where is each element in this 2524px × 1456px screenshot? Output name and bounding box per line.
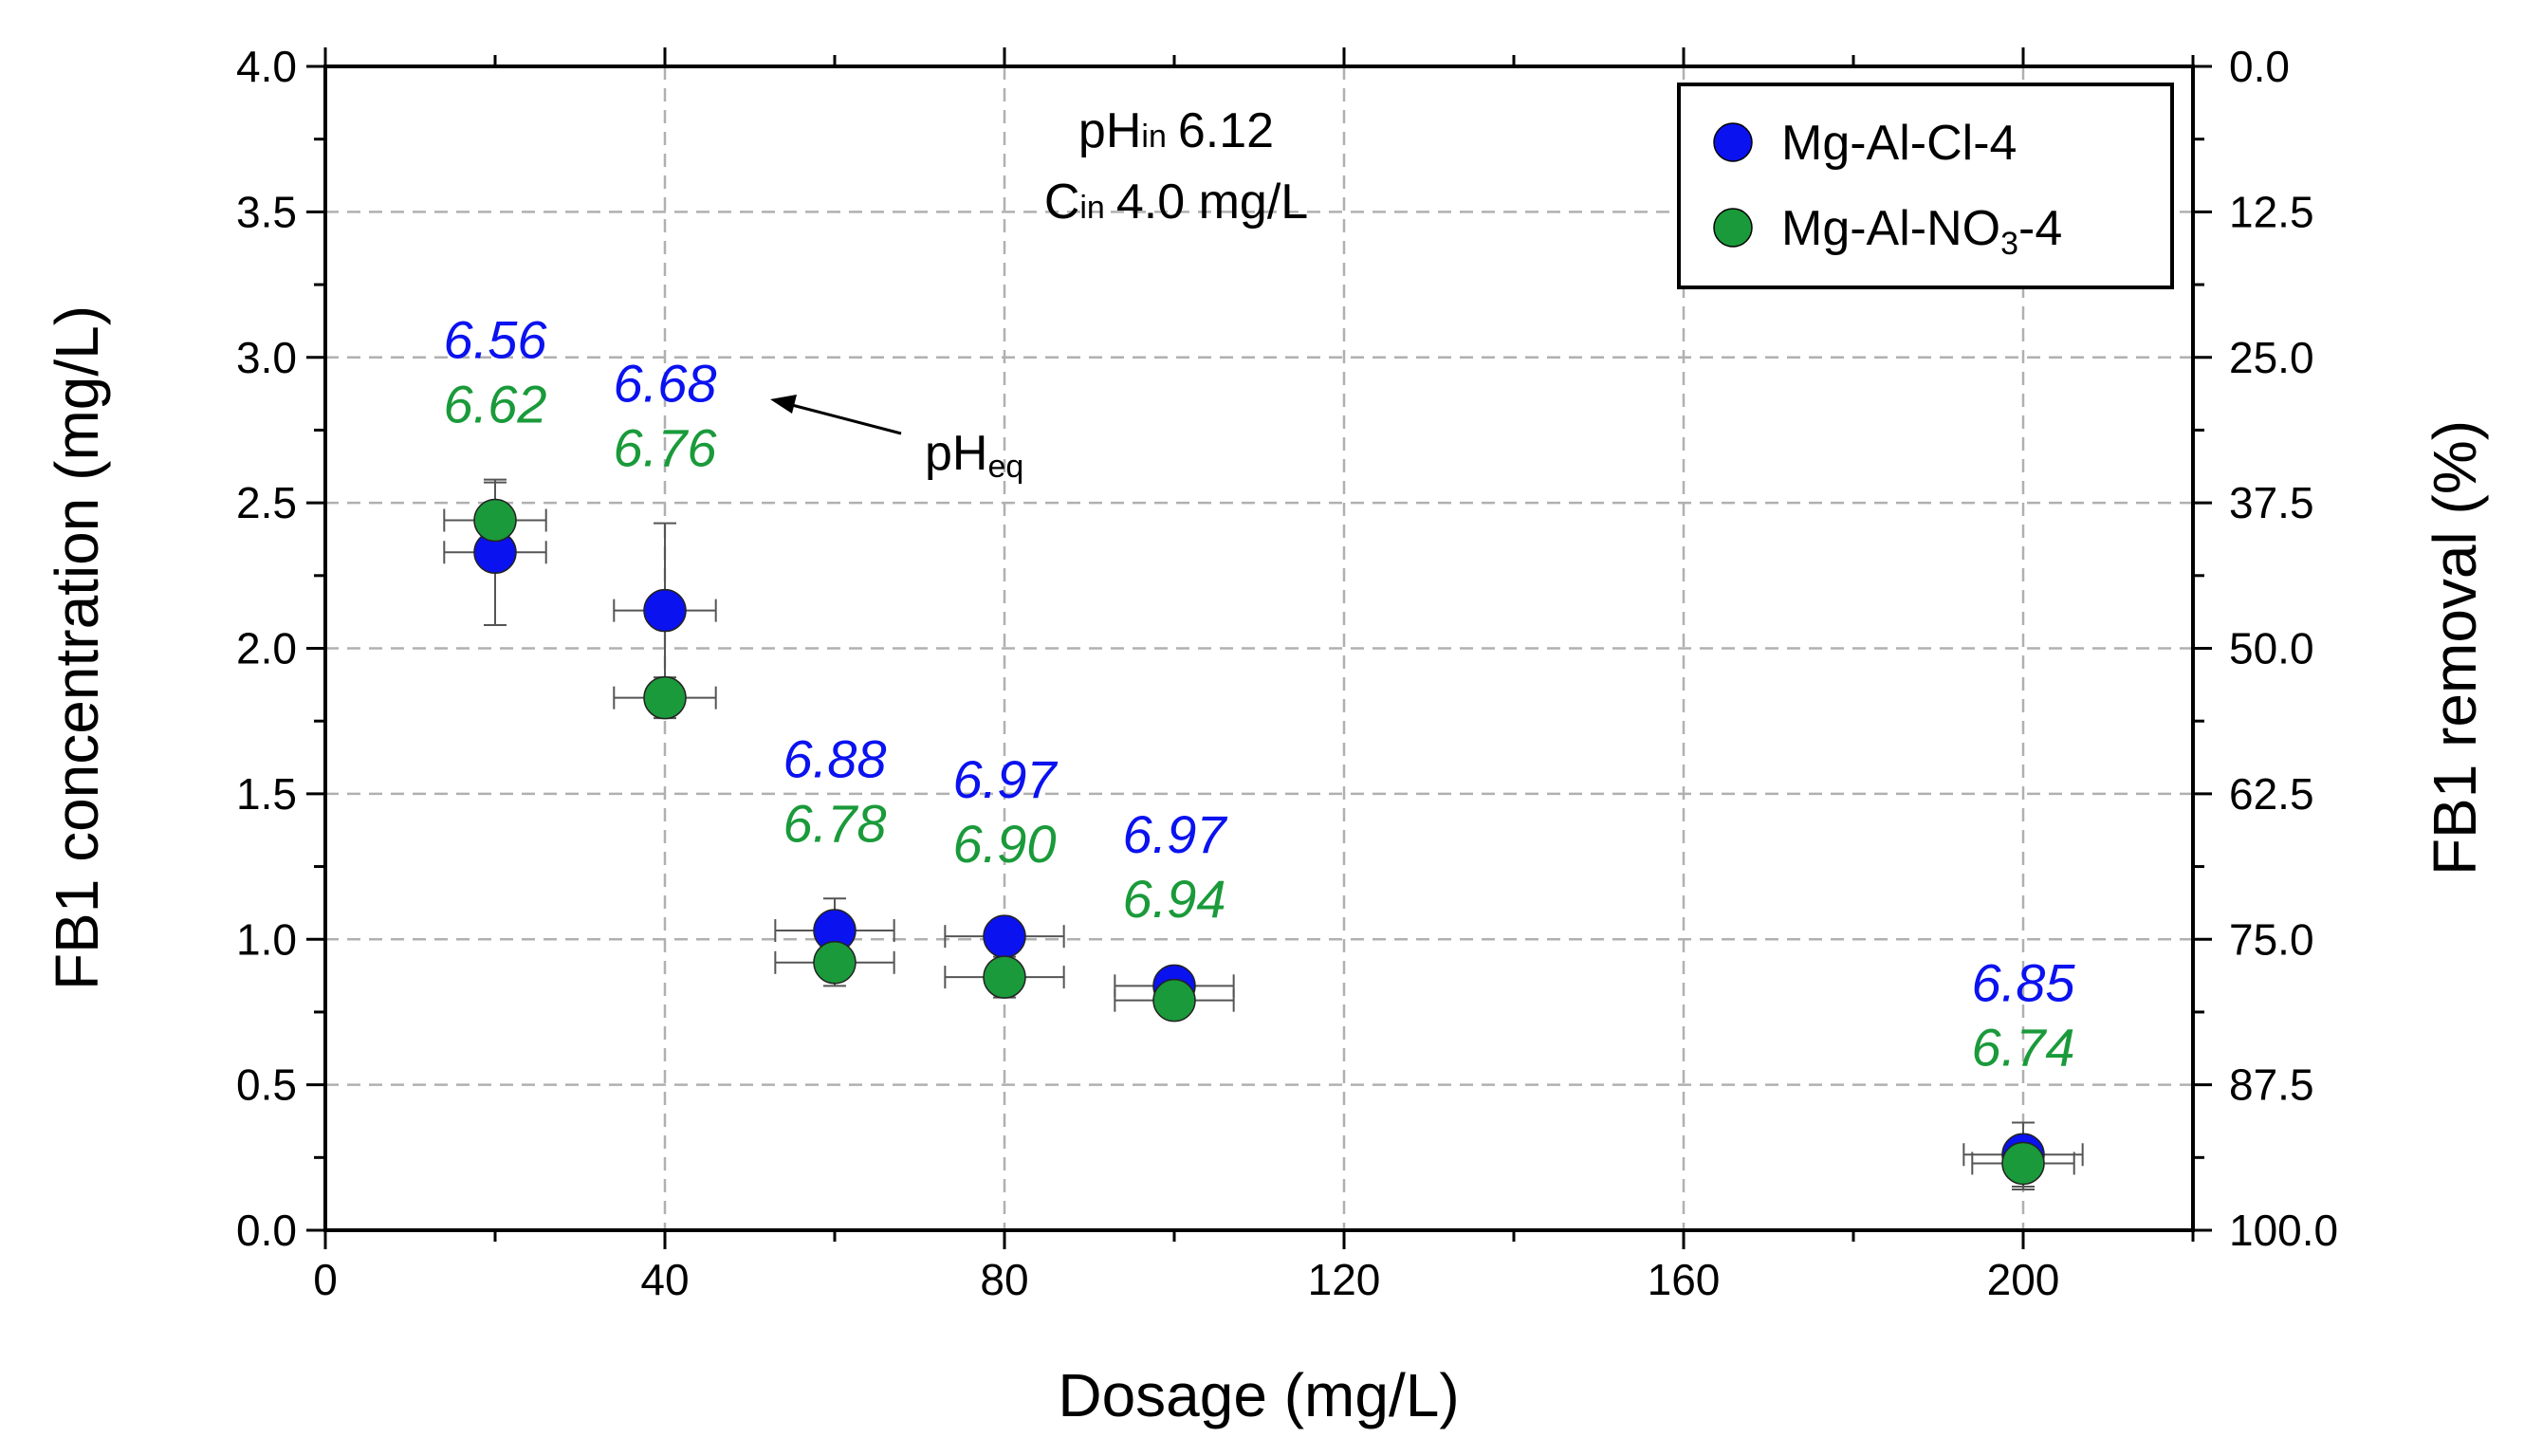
- ph-eq-label: 6.76: [614, 418, 718, 478]
- ph-eq-labels: 6.566.62 6.686.766.886.786.976.90 6.976.94…: [444, 310, 2076, 1078]
- data-point: [643, 675, 687, 720]
- ph-eq-label: 6.90: [953, 814, 1057, 874]
- y-tick-label: 2.0: [236, 624, 297, 673]
- y-tick-label: 0.5: [236, 1060, 297, 1110]
- data-point: [2001, 1141, 2045, 1186]
- legend-label-no3: Mg-Al-NO3-4: [1781, 201, 2062, 262]
- ph-in-annotation: pHin 6.12: [1078, 103, 1274, 158]
- ph-eq-annotation: pHeq: [925, 426, 1023, 485]
- y-tick-label: 4.0: [236, 42, 297, 91]
- ph-eq-arrow-line: [791, 403, 902, 435]
- x-tick-label: 120: [1308, 1255, 1381, 1304]
- ph-eq-label: 6.97: [1123, 804, 1228, 864]
- axis-ticks: [306, 47, 2212, 1249]
- y2-tick-label: 75.0: [2229, 914, 2314, 964]
- c-in-value: 4.0 mg/L: [1116, 175, 1308, 230]
- y2-tick-label: 25.0: [2229, 333, 2314, 382]
- ph-in-subscript: in: [1141, 119, 1166, 155]
- y-axis-title: FB1 concentration (mg/L): [43, 305, 111, 990]
- ph-eq-label: 6.74: [1972, 1018, 2075, 1078]
- x-tick-labels: 0 40 80 120 160 200: [313, 1255, 2059, 1304]
- error-bars: [443, 478, 2084, 1191]
- legend-marker-no3: [1713, 208, 1753, 248]
- legend-box: [1677, 83, 2174, 289]
- data-point: [643, 588, 687, 633]
- ph-eq-label: 6.88: [783, 728, 887, 788]
- legend-label-cl: Mg-Al-Cl-4: [1781, 116, 2017, 171]
- y2-axis-title: FB1 removal (%): [2421, 420, 2489, 875]
- y-tick-labels: 0.0 0.5 1.0 1.5 2.0 2.5 3.0 3.5 4.0: [236, 42, 297, 1255]
- data-points: [473, 498, 2045, 1186]
- data-point: [473, 498, 517, 543]
- ph-eq-label: 6.78: [783, 793, 887, 853]
- y-tick-label: 2.5: [236, 478, 297, 527]
- x-tick-label: 80: [980, 1255, 1028, 1304]
- data-point: [813, 941, 857, 985]
- data-point: [1152, 978, 1196, 1023]
- y-tick-label: 1.0: [236, 914, 297, 964]
- x-axis-title: Dosage (mg/L): [1058, 1361, 1459, 1429]
- ph-eq-subscript: eq: [987, 449, 1023, 485]
- ph-eq-label: 6.56: [444, 310, 548, 370]
- y-tick-label: 3.5: [236, 187, 297, 236]
- x-tick-label: 200: [1987, 1255, 2060, 1304]
- c-in-annotation: Cin 4.0 mg/L: [1044, 175, 1308, 230]
- y2-tick-label: 62.5: [2229, 769, 2314, 819]
- x-tick-label: 0: [313, 1255, 338, 1304]
- ph-eq-main: pH: [925, 426, 987, 481]
- ph-in-value: 6.12: [1178, 103, 1274, 158]
- y-tick-label: 0.0: [236, 1206, 297, 1255]
- legend-no3-tail: -4: [2018, 201, 2062, 256]
- y2-tick-labels: 0.0 12.5 25.0 37.5 50.0 62.5 75.0 87.5 100.0: [2229, 42, 2338, 1255]
- y-tick-label: 3.0: [236, 333, 297, 382]
- ph-eq-label: 6.62: [444, 375, 547, 434]
- y2-tick-label: 37.5: [2229, 478, 2314, 527]
- legend-no3-subscript: 3: [2000, 226, 2018, 262]
- legend-no3-main: Mg-Al-NO: [1781, 201, 2000, 256]
- y2-tick-label: 87.5: [2229, 1060, 2314, 1110]
- ph-in-main: pH: [1078, 103, 1141, 158]
- c-in-main: C: [1044, 175, 1080, 230]
- y2-tick-label: 12.5: [2229, 187, 2314, 236]
- y2-tick-label: 50.0: [2229, 624, 2314, 673]
- c-in-subscript: in: [1079, 190, 1104, 226]
- data-point: [983, 914, 1026, 958]
- ph-eq-label: 6.85: [1972, 953, 2076, 1013]
- ph-eq-arrow-head: [770, 395, 797, 414]
- x-tick-label: 160: [1648, 1255, 1721, 1304]
- legend-marker-cl: [1713, 122, 1753, 162]
- ph-eq-label: 6.97: [953, 749, 1059, 809]
- ph-eq-label: 6.94: [1123, 869, 1226, 929]
- x-tick-label: 40: [640, 1255, 689, 1304]
- ph-eq-label: 6.68: [614, 354, 717, 414]
- y2-tick-label: 100.0: [2229, 1206, 2338, 1255]
- y-tick-label: 1.5: [236, 769, 297, 819]
- data-point: [983, 955, 1026, 999]
- y2-tick-label: 0.0: [2229, 42, 2290, 91]
